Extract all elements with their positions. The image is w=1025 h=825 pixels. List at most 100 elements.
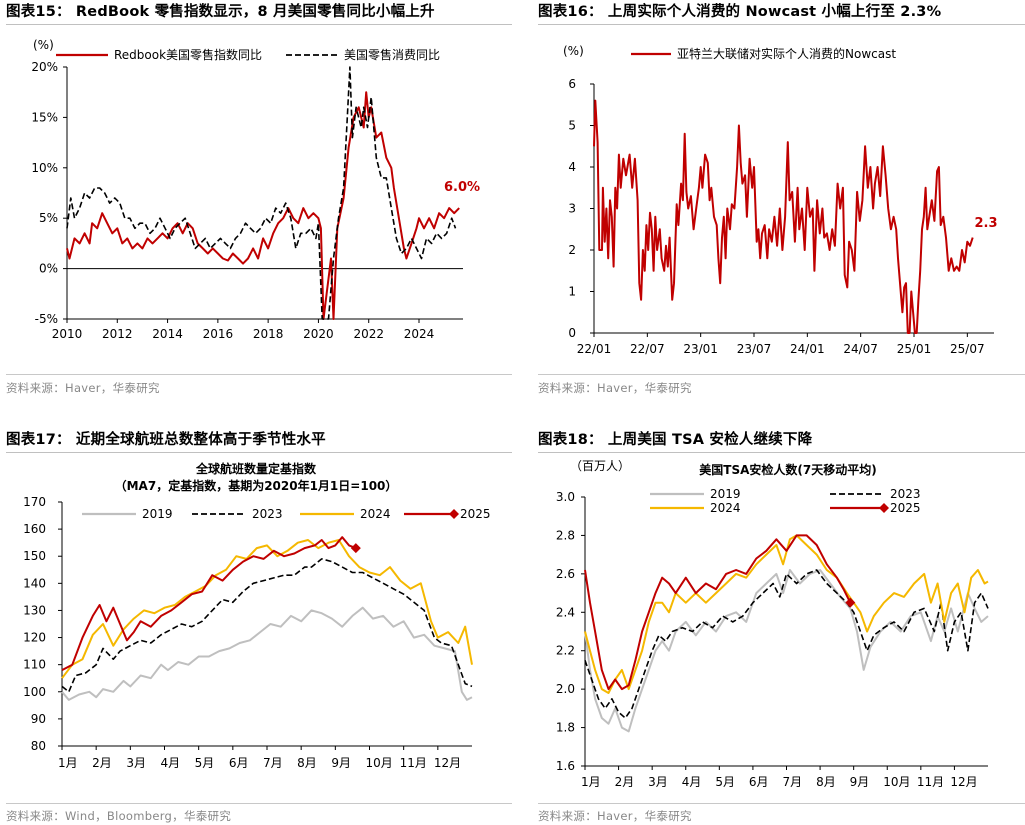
x-tick-label: 3月	[126, 756, 146, 770]
chart-title: 全球航班数量定基指数	[195, 461, 317, 476]
chart-title: 美国TSA安检人数(7天移动平均)	[699, 462, 876, 477]
y-tick-label: 140	[23, 576, 46, 590]
legend-label: Redbook美国零售指数同比	[114, 47, 262, 62]
series-line-2019	[584, 569, 989, 733]
x-tick-label: 11月	[400, 756, 427, 770]
panel-title: 图表18： 上周美国 TSA 安检人继续下降	[538, 432, 813, 448]
series-line-Redbook美国零售指数同比	[66, 91, 460, 320]
x-tick-label: 23/01	[683, 342, 718, 356]
x-tick-label: 6月	[229, 756, 249, 770]
legend-label: 2019	[710, 487, 741, 501]
series-line-2024	[61, 539, 473, 679]
x-tick-label: 6月	[749, 775, 769, 789]
series-end-marker	[350, 543, 361, 554]
y-tick-label: 15%	[31, 110, 58, 124]
legend-label: 2025	[460, 507, 491, 521]
x-tick-label: 8月	[816, 775, 836, 789]
y-tick-label: 5	[568, 119, 576, 133]
legend-label: 亚特兰大联储对实际个人消费的Nowcast	[677, 46, 896, 61]
x-tick-label: 2014	[152, 327, 183, 341]
source-note: 资料来源：Wind，Bloomberg，华泰研究	[6, 809, 232, 823]
x-tick-label: 2018	[253, 327, 284, 341]
legend-label: 2024	[360, 507, 391, 521]
x-tick-label: 22/07	[630, 342, 665, 356]
x-tick-label: 3月	[648, 775, 668, 789]
legend-marker	[449, 509, 459, 519]
chart-subtitle: （MA7，定基指数，基期为2020年1月1日=100）	[115, 478, 398, 493]
x-tick-label: 1月	[58, 756, 78, 770]
x-tick-label: 2012	[102, 327, 133, 341]
panel-title: 图表17： 近期全球航班总数整体高于季节性水平	[6, 432, 326, 448]
x-tick-label: 25/07	[950, 342, 985, 356]
y-tick-label: 110	[23, 658, 46, 672]
y-tick-label: 2.6	[556, 567, 575, 581]
x-tick-label: 22/01	[577, 342, 612, 356]
x-tick-label: 2022	[353, 327, 384, 341]
y-tick-label: -5%	[35, 312, 58, 326]
x-tick-label: 2月	[92, 756, 112, 770]
y-tick-label: 0	[568, 326, 576, 340]
y-tick-label: 4	[568, 160, 576, 174]
x-tick-label: 25/01	[897, 342, 932, 356]
x-tick-label: 7月	[783, 775, 803, 789]
y-tick-label: 160	[23, 522, 46, 536]
panel-title: 图表15： RedBook 零售指数显示，8 月美国零售同比小幅上升	[6, 4, 435, 20]
legend-label: 美国零售消费同比	[344, 47, 440, 62]
panel-18: 图表18： 上周美国 TSA 安检人继续下降 1.6 1.8 2.0 2.2 2.4 2.…	[538, 428, 1025, 825]
legend-label: 2023	[890, 487, 921, 501]
y-tick-label: 150	[23, 549, 46, 563]
x-tick-label: 2020	[303, 327, 334, 341]
y-tick-label: 1.8	[556, 721, 575, 735]
y-tick-label: 2	[568, 243, 576, 257]
y-tick-label: 0%	[39, 262, 58, 276]
y-tick-label: 5%	[39, 211, 58, 225]
x-tick-label: 12月	[434, 756, 461, 770]
series-line-2019	[61, 606, 473, 701]
series-line-美国零售消费同比	[66, 66, 457, 320]
source-divider	[6, 374, 512, 375]
chart-tsa-screening: 1.6 1.8 2.0 2.2 2.4 2.6 2.8 3.0 1月 2月 3月 4月 5月 6月 7月 8月…	[556, 459, 989, 789]
x-tick-label: 2月	[615, 775, 635, 789]
x-tick-label: 23/07	[737, 342, 772, 356]
chart-nowcast: 0 1 2 3 4 5 6 22/01 22/07 23/01 23/07 24/01 24/07 25/…	[563, 44, 998, 356]
x-tick-label: 7月	[263, 756, 283, 770]
legend-label: 2019	[142, 507, 173, 521]
series-line-2025	[61, 536, 357, 671]
x-tick-label: 24/01	[790, 342, 825, 356]
title-divider	[538, 452, 1025, 453]
x-tick-label: 2016	[203, 327, 234, 341]
y-tick-label: 1.6	[556, 759, 575, 773]
panel-16: 图表16： 上周实际个人消费的 Nowcast 小幅上行至 2.3% 0 1 2 3 4…	[538, 0, 1025, 400]
source-note: 资料来源：Haver，华泰研究	[538, 381, 692, 395]
x-tick-label: 10月	[883, 775, 910, 789]
y-tick-label: 2.8	[556, 528, 575, 542]
source-divider	[538, 374, 1025, 375]
x-tick-label: 12月	[950, 775, 977, 789]
x-tick-label: 9月	[850, 775, 870, 789]
title-divider	[6, 24, 512, 25]
legend-label: 2023	[252, 507, 283, 521]
y-tick-label: 20%	[31, 60, 58, 74]
source-divider	[538, 803, 1025, 804]
source-divider	[6, 803, 512, 804]
legend-marker	[879, 503, 889, 513]
unit-label: (%)	[33, 38, 54, 52]
x-tick-label: 5月	[195, 756, 215, 770]
panel-17: 图表17： 近期全球航班总数整体高于季节性水平 80 90 100 110 120 130…	[6, 428, 512, 825]
y-tick-label: 80	[31, 739, 46, 753]
unit-label: (%)	[563, 44, 584, 58]
x-tick-label: 11月	[917, 775, 944, 789]
y-tick-label: 3.0	[556, 490, 575, 504]
source-note: 资料来源：Haver，华泰研究	[538, 809, 692, 823]
series-line-亚特兰大联储对实际个人消费的Nowcast	[593, 99, 974, 334]
value-annotation: 2.3	[974, 216, 997, 231]
x-tick-label: 2024	[404, 327, 435, 341]
y-tick-label: 10%	[31, 161, 58, 175]
title-divider	[6, 452, 512, 453]
x-tick-label: 10月	[366, 756, 393, 770]
x-tick-label: 9月	[331, 756, 351, 770]
value-annotation: 6.0%	[444, 180, 480, 195]
chart-global-flights: 80 90 100 110 120 130 140 150 160 170 1月 2月 3月 4月 5月 6月…	[23, 461, 491, 770]
y-tick-label: 3	[568, 202, 576, 216]
legend-label: 2024	[710, 501, 741, 515]
